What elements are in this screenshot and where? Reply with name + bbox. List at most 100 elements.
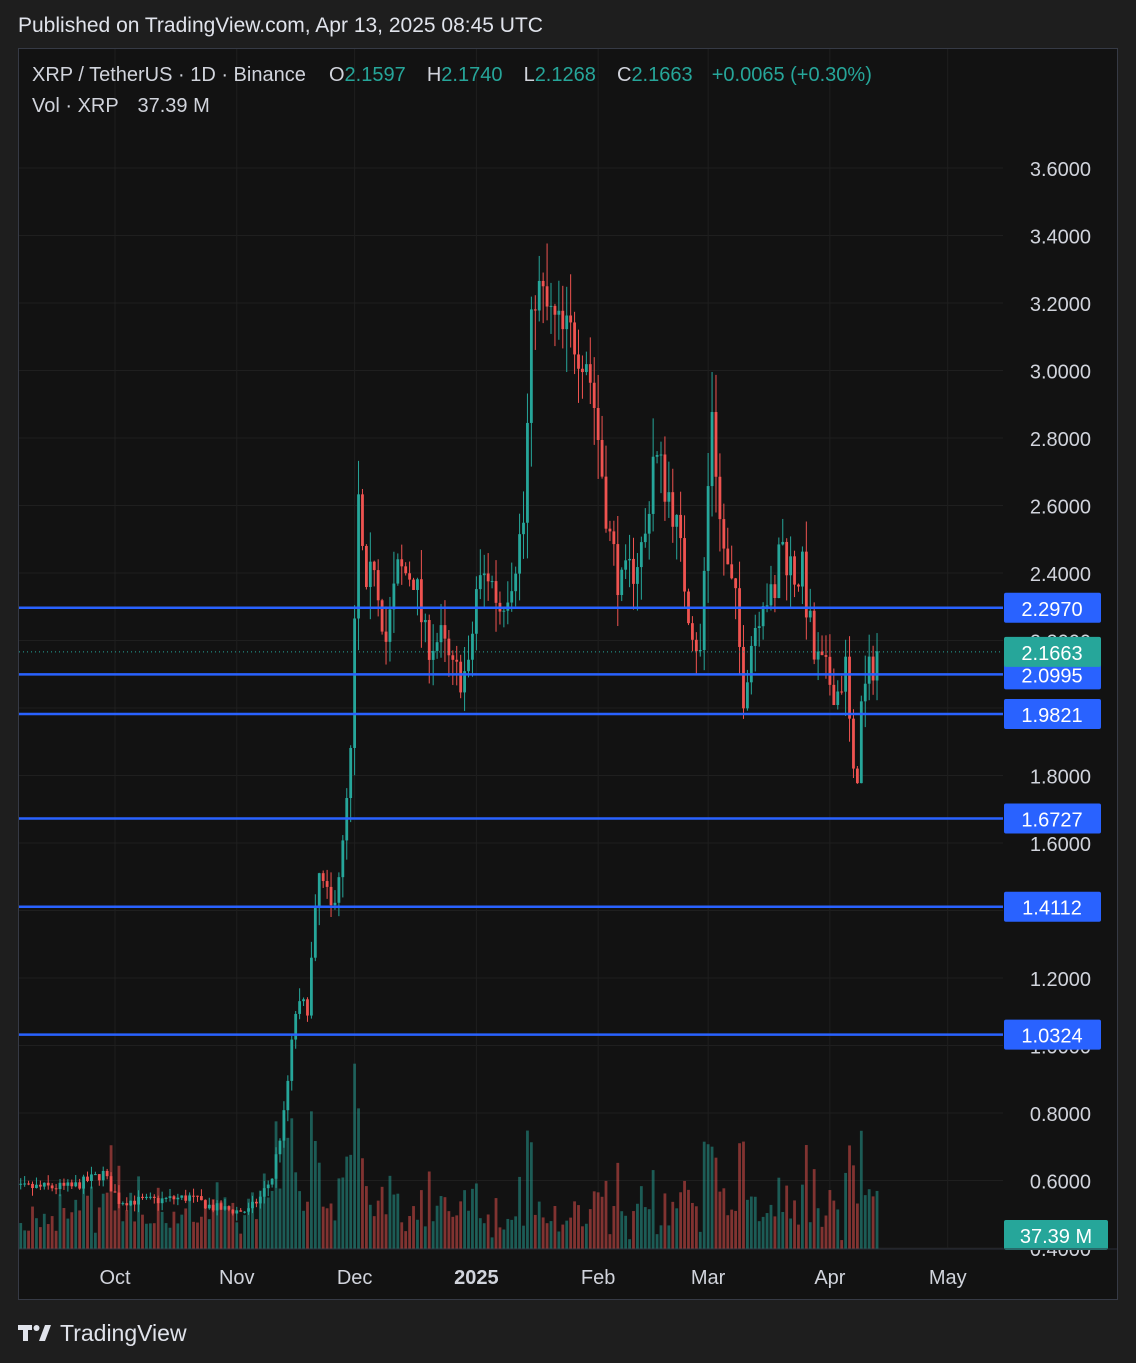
tradingview-brand[interactable]: TradingView bbox=[60, 1319, 187, 1346]
volume-bar bbox=[734, 1210, 738, 1249]
candle-body bbox=[526, 422, 529, 523]
candle-body bbox=[549, 305, 553, 307]
volume-bar bbox=[290, 1118, 294, 1249]
volume-bar bbox=[553, 1206, 557, 1249]
volume-bar bbox=[773, 1216, 777, 1249]
volume-bar bbox=[714, 1157, 718, 1249]
candle-body bbox=[537, 280, 541, 311]
candle-body bbox=[738, 588, 741, 647]
high-label: H bbox=[426, 64, 442, 86]
volume-bar bbox=[82, 1183, 85, 1249]
horizontal-levels bbox=[19, 606, 1003, 1036]
volume-bar bbox=[46, 1224, 50, 1249]
volume-bar bbox=[302, 1210, 305, 1249]
volume-bar bbox=[27, 1230, 30, 1249]
volume-bar bbox=[412, 1206, 415, 1249]
candle-body bbox=[156, 1198, 160, 1204]
candle-body bbox=[90, 1174, 93, 1181]
candle-body bbox=[561, 310, 565, 330]
volume-bar bbox=[801, 1184, 804, 1249]
volume-bar bbox=[184, 1208, 188, 1249]
candle-body bbox=[368, 561, 372, 587]
volume-label[interactable]: Vol · XRP bbox=[32, 95, 119, 117]
volume-bar bbox=[86, 1195, 89, 1249]
volume-bar bbox=[647, 1209, 651, 1249]
volume-bar bbox=[353, 1063, 357, 1249]
candle-body bbox=[341, 840, 345, 878]
time-tick-label: Feb bbox=[581, 1267, 615, 1289]
open-label: O bbox=[328, 64, 345, 86]
volume-bar bbox=[145, 1223, 148, 1249]
time-axis[interactable]: Oct Nov Dec 2025 Feb Mar Apr May bbox=[19, 1248, 1117, 1289]
candle-body bbox=[207, 1204, 211, 1209]
candle-body bbox=[643, 533, 647, 543]
high-value: 2.1740 bbox=[441, 64, 503, 86]
candle-body bbox=[781, 541, 785, 545]
volume-bar bbox=[392, 1194, 396, 1249]
volume-bar bbox=[200, 1216, 203, 1249]
candle-body bbox=[408, 573, 411, 580]
candle-body bbox=[86, 1176, 89, 1181]
volume-bar bbox=[663, 1193, 667, 1249]
price-tick-label: 2.6000 bbox=[1030, 497, 1091, 519]
level-badge bbox=[1004, 803, 1101, 834]
candle-body bbox=[419, 579, 423, 623]
volume-bar bbox=[321, 1206, 325, 1249]
volume-bar bbox=[710, 1146, 714, 1249]
volume-bar bbox=[455, 1215, 459, 1249]
candle-body bbox=[337, 877, 341, 903]
volume-bar bbox=[816, 1208, 820, 1249]
candle-body bbox=[848, 656, 851, 719]
volume-bar bbox=[718, 1191, 722, 1249]
price-axis[interactable]: 3.6000 3.4000 3.2000 3.0000 2.8000 2.6000 2.40… bbox=[1004, 159, 1108, 1261]
candle-body bbox=[262, 1188, 266, 1197]
volume-bar bbox=[537, 1201, 541, 1249]
tradingview-logo-icon[interactable] bbox=[18, 1323, 52, 1343]
volume-bar bbox=[746, 1199, 749, 1249]
candle-body bbox=[863, 683, 867, 702]
candle-body bbox=[109, 1176, 113, 1192]
volume-bar bbox=[486, 1214, 490, 1249]
candle-body bbox=[746, 682, 749, 709]
volume-bar bbox=[636, 1203, 639, 1249]
price-tick-label: 3.0000 bbox=[1030, 362, 1091, 384]
candle-body bbox=[577, 354, 580, 369]
candle-body bbox=[474, 589, 478, 634]
candle-body bbox=[321, 873, 325, 882]
volume-bar bbox=[769, 1204, 773, 1249]
candle-body bbox=[349, 747, 353, 799]
candle-body bbox=[247, 1208, 250, 1212]
volume-bar bbox=[416, 1219, 419, 1249]
candle-body bbox=[231, 1209, 235, 1214]
candle-body bbox=[828, 656, 832, 685]
price-tick-label: 1.6000 bbox=[1030, 834, 1091, 856]
symbol-legend: XRP / TetherUS · 1D · Binance O2.1597 H2… bbox=[32, 64, 872, 87]
price-chart[interactable]: 3.6000 3.4000 3.2000 3.0000 2.8000 2.6000 2.40… bbox=[19, 49, 1117, 1299]
volume-bar bbox=[863, 1195, 867, 1249]
candle-body bbox=[855, 768, 859, 784]
volume-bar bbox=[196, 1222, 199, 1249]
candle-body bbox=[753, 628, 757, 646]
candle-body bbox=[266, 1184, 270, 1189]
volume-bar bbox=[604, 1180, 608, 1249]
volume-bar bbox=[730, 1209, 734, 1249]
candle-body bbox=[148, 1196, 152, 1198]
time-tick-label: Nov bbox=[219, 1267, 255, 1289]
volume-bar bbox=[596, 1192, 600, 1249]
volume-bar bbox=[675, 1208, 679, 1249]
candle-body bbox=[628, 558, 631, 561]
candle-body bbox=[867, 656, 871, 684]
volume-bar bbox=[797, 1224, 800, 1249]
candle-body bbox=[325, 881, 329, 887]
volume-bar bbox=[702, 1141, 706, 1249]
volume-bar bbox=[514, 1216, 518, 1249]
volume-bar bbox=[643, 1207, 647, 1249]
volume-bar bbox=[66, 1218, 70, 1249]
candle-body bbox=[439, 625, 443, 643]
volume-bar bbox=[235, 1222, 239, 1249]
candle-body bbox=[121, 1203, 125, 1205]
candle-body bbox=[38, 1184, 42, 1187]
volume-bar bbox=[70, 1212, 74, 1249]
symbol-title[interactable]: XRP / TetherUS · 1D · Binance bbox=[32, 64, 306, 86]
candle-body bbox=[451, 655, 455, 660]
